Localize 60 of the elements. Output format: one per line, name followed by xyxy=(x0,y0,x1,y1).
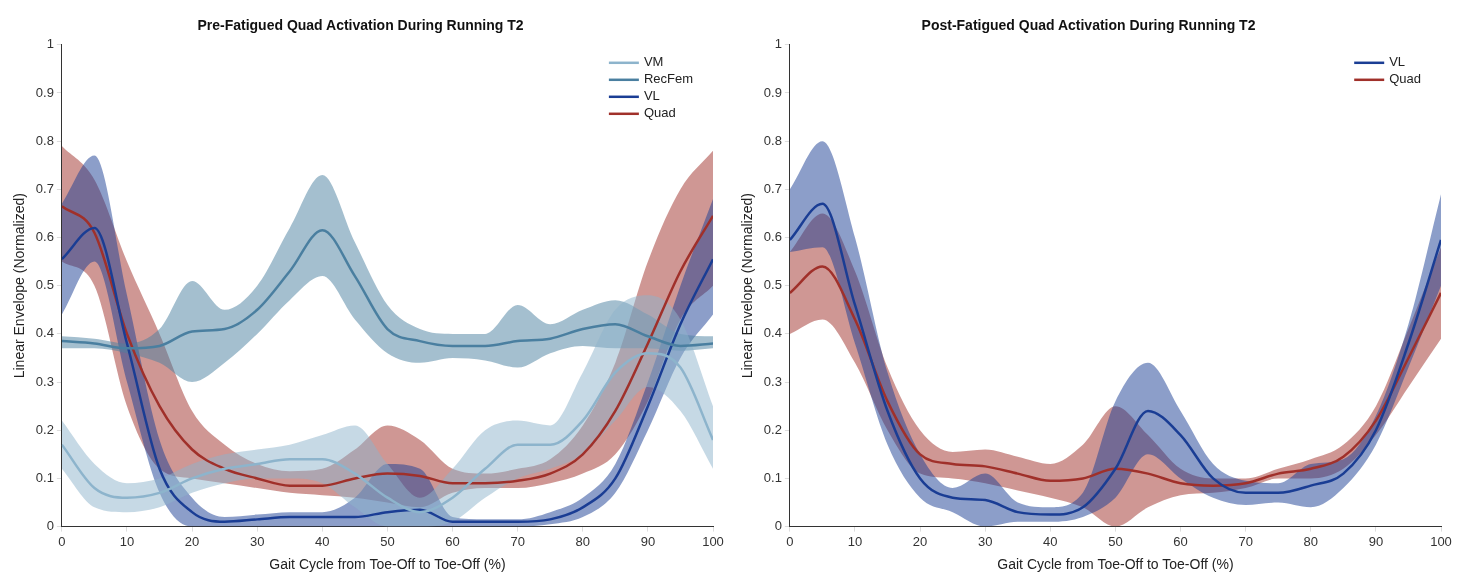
line-series xyxy=(61,351,713,514)
x-axis-title: Gait Cycle from Toe-Off to Toe-Off (%) xyxy=(997,556,1234,573)
legend-label: Quad xyxy=(643,105,676,121)
x-tick-label: 50 xyxy=(380,533,395,549)
y-tick-label: 0.1 xyxy=(35,470,54,485)
y-tick-label: 1 xyxy=(774,36,782,52)
x-tick-label: 100 xyxy=(702,533,724,549)
y-tick-label: 0.4 xyxy=(763,325,782,341)
x-tick-label: 90 xyxy=(1368,533,1384,549)
x-tick-label: 0 xyxy=(58,533,66,549)
x-tick-label: 10 xyxy=(847,533,863,549)
y-tick-label: 0.7 xyxy=(35,180,54,196)
y-tick-label: 0.5 xyxy=(35,277,54,293)
x-tick-label: 70 xyxy=(1238,533,1253,549)
x-tick-label: 80 xyxy=(575,533,591,549)
y-tick-label: 0.5 xyxy=(763,277,782,293)
y-tick-label: 0.9 xyxy=(35,84,54,100)
y-tick-label: 0 xyxy=(774,518,782,534)
x-tick-label: 50 xyxy=(1108,533,1123,549)
legend-label: VM xyxy=(643,54,664,70)
x-tick-label: 70 xyxy=(510,533,525,549)
y-tick-label: 0.6 xyxy=(35,229,54,245)
y-tick-label: 0.2 xyxy=(763,421,782,437)
x-tick-label: 80 xyxy=(1303,533,1319,549)
x-tick-label: 60 xyxy=(1173,533,1188,549)
line-series xyxy=(789,265,1441,487)
y-axis-title: Linear Envelope (Normalized) xyxy=(739,193,756,379)
x-tick-label: 60 xyxy=(445,533,460,549)
y-tick-label: 0.4 xyxy=(35,325,54,341)
x-tick-label: 30 xyxy=(977,533,993,549)
x-tick-label: 10 xyxy=(119,533,135,549)
x-tick-label: 20 xyxy=(184,533,200,549)
x-tick-label: 40 xyxy=(1043,533,1058,549)
y-tick-label: 0.6 xyxy=(763,229,782,245)
y-tick-label: 0.2 xyxy=(35,421,54,437)
y-axis-title: Linear Envelope (Normalized) xyxy=(11,193,28,379)
x-tick-label: 0 xyxy=(786,533,794,549)
line-series xyxy=(61,229,713,350)
x-axis-title: Gait Cycle from Toe-Off to Toe-Off (%) xyxy=(269,556,506,573)
legend-label: Quad xyxy=(1389,71,1422,87)
y-tick-label: 0.8 xyxy=(35,132,54,148)
y-tick-label: 0.3 xyxy=(35,373,54,389)
x-tick-label: 30 xyxy=(249,533,265,549)
x-tick-label: 100 xyxy=(1430,533,1452,549)
legend-label: VL xyxy=(643,88,660,104)
y-tick-label: 1 xyxy=(46,36,54,52)
y-tick-label: 0.7 xyxy=(763,180,782,196)
y-tick-label: 0.1 xyxy=(763,470,782,485)
x-tick-label: 40 xyxy=(315,533,330,549)
legend-label: RecFem xyxy=(643,71,694,87)
y-tick-label: 0.9 xyxy=(763,84,782,100)
x-tick-label: 20 xyxy=(912,533,928,549)
y-tick-label: 0.8 xyxy=(763,132,782,148)
line-series xyxy=(61,204,713,487)
legend-label: VL xyxy=(1389,54,1406,70)
y-tick-label: 0.3 xyxy=(763,373,782,389)
y-tick-label: 0 xyxy=(46,518,54,534)
x-tick-label: 90 xyxy=(640,533,656,549)
chart-title: Post-Fatigued Quad Activation During Running T2 xyxy=(921,17,1256,34)
chart-title: Pre-Fatigued Quad Activation During Running T2 xyxy=(197,17,524,34)
